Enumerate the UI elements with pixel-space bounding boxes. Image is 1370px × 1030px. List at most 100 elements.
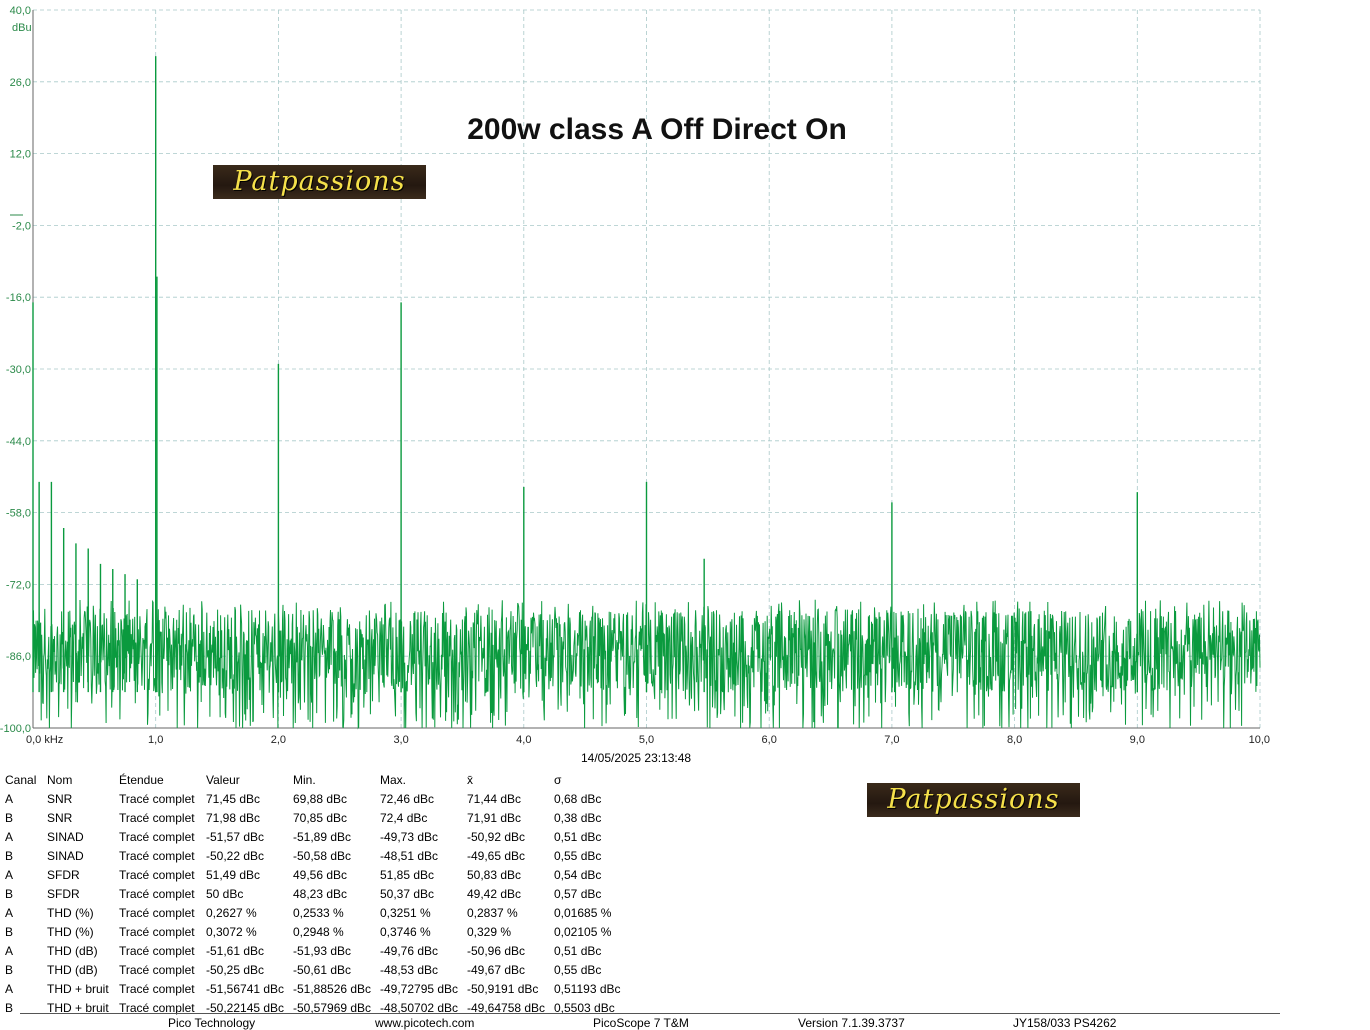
table-cell: -50,96 dBc (467, 943, 526, 958)
footer-version: Version 7.1.39.3737 (798, 1016, 905, 1030)
y-tick-label: -100,0 (0, 723, 31, 735)
table-cell: 51,85 dBc (380, 867, 435, 882)
table-body: A SNR Tracé complet 71,45 dBc 69,88 dBc 72,46… (5, 789, 634, 1017)
table-cell: 50,37 dBc (380, 886, 435, 901)
x-tick-label: 10,0 (1249, 734, 1270, 746)
x-tick-label: 5,0 (639, 734, 654, 746)
x-tick-label: 1,0 (148, 734, 163, 746)
table-cell: 0,01685 % (554, 905, 612, 920)
table-cell: 0,2627 % (206, 905, 257, 920)
table-cell: SNR (47, 791, 73, 806)
table-cell: THD + bruit (47, 981, 109, 996)
table-cell: -51,56741 dBc (206, 981, 285, 996)
table-cell: -49,67 dBc (467, 962, 526, 977)
measurements-table: Canal Nom Étendue Valeur Min. Max. x̄ σ A SNR Tra… (5, 770, 634, 1017)
table-cell: -50,58 dBc (293, 848, 352, 863)
table-row: A THD + bruit Tracé complet -51,56741 dBc -5… (5, 979, 634, 998)
table-row: B SINAD Tracé complet -50,22 dBc -50,58 dBc -… (5, 846, 634, 865)
table-header-row: Canal Nom Étendue Valeur Min. Max. x̄ σ (5, 770, 634, 789)
footer-product: PicoScope 7 T&M (593, 1016, 689, 1030)
column-header: Canal (5, 772, 37, 787)
table-cell: 49,56 dBc (293, 867, 348, 882)
table-cell: B (5, 1000, 14, 1015)
x-tick-label: 9,0 (1130, 734, 1145, 746)
table-cell: B (5, 924, 14, 939)
table-row: B SNR Tracé complet 71,98 dBc 70,85 dBc 72,4 … (5, 808, 634, 827)
capture-timestamp: 14/05/2025 23:13:48 (581, 751, 692, 765)
column-header: Nom (47, 772, 73, 787)
table-cell: 71,45 dBc (206, 791, 261, 806)
table-cell: Tracé complet (119, 886, 195, 901)
table-cell: B (5, 886, 14, 901)
table-cell: 71,98 dBc (206, 810, 261, 825)
table-cell: 71,44 dBc (467, 791, 522, 806)
watermark-logo-bottom: Patpassions (867, 783, 1080, 817)
table-cell: Tracé complet (119, 848, 195, 863)
table-row: A SINAD Tracé complet -51,57 dBc -51,89 dBc -… (5, 827, 634, 846)
table-cell: B (5, 848, 14, 863)
watermark-logo-top: Patpassions (213, 165, 426, 199)
table-cell: Tracé complet (119, 943, 195, 958)
table-cell: Tracé complet (119, 810, 195, 825)
table-row: B THD (dB) Tracé complet -50,25 dBc -50,61 d… (5, 960, 634, 979)
column-header: x̄ (467, 772, 473, 787)
table-cell: -51,89 dBc (293, 829, 352, 844)
y-tick-label: 26,0 (10, 77, 31, 89)
table-cell: 50,83 dBc (467, 867, 522, 882)
chart-title: 200w class A Off Direct On (467, 113, 847, 146)
table-cell: 0,02105 % (554, 924, 612, 939)
x-tick-label: 3,0 (393, 734, 408, 746)
x-tick-label: 0,0 kHz (26, 734, 63, 746)
table-cell: 71,91 dBc (467, 810, 522, 825)
table-cell: Tracé complet (119, 1000, 195, 1015)
table-cell: 72,4 dBc (380, 810, 428, 825)
chart-grid (32, 9, 1261, 729)
status-footer: Pico Technology www.picotech.com PicoSco… (20, 1013, 1280, 1030)
y-tick-label: -72,0 (6, 579, 31, 591)
table-cell: 50 dBc (206, 886, 244, 901)
table-cell: 70,85 dBc (293, 810, 348, 825)
column-header: Min. (293, 772, 316, 787)
y-tick-label: -58,0 (6, 508, 31, 520)
table-cell: THD (%) (47, 924, 94, 939)
footer-device: JY158/033 PS4262 (1013, 1016, 1117, 1030)
table-row: B THD (%) Tracé complet 0,3072 % 0,2948 % 0,3… (5, 922, 634, 941)
y-tick-label: -44,0 (6, 436, 31, 448)
table-cell: 0,55 dBc (554, 962, 602, 977)
footer-website[interactable]: www.picotech.com (375, 1016, 475, 1030)
table-cell: 0,5503 dBc (554, 1000, 615, 1015)
table-cell: 0,38 dBc (554, 810, 602, 825)
table-cell: 48,23 dBc (293, 886, 348, 901)
table-cell: A (5, 905, 14, 920)
table-cell: 69,88 dBc (293, 791, 348, 806)
table-cell: A (5, 829, 14, 844)
table-cell: -50,25 dBc (206, 962, 265, 977)
column-header: Valeur (206, 772, 240, 787)
table-cell: SINAD (47, 829, 84, 844)
table-cell: 0,51 dBc (554, 829, 602, 844)
spectrum-peaks (32, 56, 1139, 693)
x-tick-label: 7,0 (884, 734, 899, 746)
table-cell: 0,51193 dBc (554, 981, 621, 996)
table-cell: 0,3251 % (380, 905, 431, 920)
table-cell: -50,57969 dBc (293, 1000, 372, 1015)
x-tick-label: 6,0 (762, 734, 777, 746)
table-cell: -50,9191 dBc (467, 981, 539, 996)
table-cell: Tracé complet (119, 867, 195, 882)
table-cell: SFDR (47, 867, 80, 882)
table-row: B THD + bruit Tracé complet -50,22145 dBc -5… (5, 998, 634, 1017)
table-cell: 0,329 % (467, 924, 512, 939)
x-tick-label: 2,0 (271, 734, 286, 746)
table-cell: Tracé complet (119, 829, 195, 844)
table-cell: Tracé complet (119, 981, 195, 996)
x-tick-label: 4,0 (516, 734, 531, 746)
column-header: σ (554, 772, 562, 787)
table-cell: -49,73 dBc (380, 829, 439, 844)
table-cell: 51,49 dBc (206, 867, 261, 882)
table-cell: SFDR (47, 886, 80, 901)
table-cell: -50,22 dBc (206, 848, 265, 863)
y-axis-ticks: 40,0 26,0 12,0 -2,0 -16,0 -30,0 -44,0 -58,0 -72,… (0, 5, 31, 735)
y-tick-label: -2,0 (12, 220, 31, 232)
table-cell: A (5, 867, 14, 882)
table-row: A THD (%) Tracé complet 0,2627 % 0,2533 % 0,3… (5, 903, 634, 922)
